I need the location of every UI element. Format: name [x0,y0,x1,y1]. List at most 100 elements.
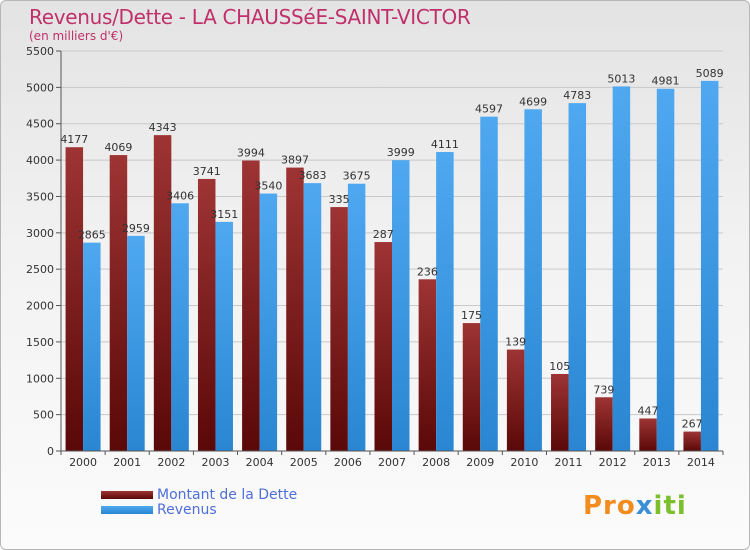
y-tick-label: 1000 [26,372,54,385]
y-tick-label: 5500 [26,45,54,58]
bar-debt [639,418,657,451]
bar-debt [109,155,128,451]
data-label-revenue: 4981 [652,75,680,88]
data-labels: 4177 2865 4069 2959 4343 3406 3741 3151 3994 3540… [60,67,723,431]
bar-debt [197,178,216,451]
proxiti-logo: Proxiti [583,491,687,521]
data-label-revenue: 4111 [431,138,459,151]
bar-revenue [480,116,498,451]
bar-debt [330,207,348,451]
bar-debt [242,160,260,451]
data-label-debt: 236 [417,265,438,278]
bar-debt [595,397,613,451]
data-label-debt: 4177 [60,133,88,146]
axes: 0 500 1000 1500 2000 2500 3000 3500 4000 4500 5000… [26,45,724,469]
bar-debt [683,431,701,451]
x-tick-label: 2012 [599,456,627,469]
bar-debt [418,279,437,451]
y-tick-label: 500 [33,409,54,422]
data-label-debt: 4069 [104,141,132,154]
data-label-revenue: 4699 [519,95,547,108]
data-label-revenue: 3540 [254,180,282,193]
data-label-debt: 175 [461,309,482,322]
bar-debt [462,323,481,451]
data-label-debt: 447 [638,404,659,417]
y-tick-label: 4500 [26,118,54,131]
data-label-debt: 4343 [149,121,177,134]
y-tick-label: 2500 [26,263,54,276]
bar-revenue [347,183,366,451]
x-tick-label: 2008 [422,456,450,469]
data-label-revenue: 3406 [166,189,194,202]
x-tick-label: 2009 [466,456,494,469]
bar-revenue [524,109,542,451]
bar-revenue [171,203,189,451]
x-tick-label: 2001 [113,456,141,469]
chart-title: Revenus/Dette - LA CHAUSSéE-SAINT-VICTOR [29,5,471,29]
data-label-debt: 335 [329,193,350,206]
data-label-debt: 139 [505,336,526,349]
legend-swatch-revenue [101,505,153,514]
x-tick-label: 2006 [334,456,362,469]
chart-subtitle: (en milliers d'€) [29,29,124,43]
x-tick-label: 2013 [643,456,671,469]
data-label-revenue: 3151 [210,208,238,221]
data-label-revenue: 4597 [475,103,503,116]
data-label-revenue: 3999 [387,146,415,159]
bar-revenue [436,152,454,451]
x-tick-label: 2000 [69,456,97,469]
data-label-debt: 3741 [193,165,221,178]
legend-swatch-debt [101,490,153,499]
y-tick-label: 3000 [26,227,54,240]
legend-item-debt: Montant de la Dette [101,486,298,503]
y-tick-label: 0 [47,445,54,458]
y-tick-label: 3500 [26,190,54,203]
data-label-revenue: 2959 [122,222,150,235]
bar-revenue [83,242,101,451]
bar-debt [506,349,525,451]
bar-revenue [127,235,145,451]
bars [65,80,719,452]
x-tick-label: 2005 [290,456,318,469]
data-label-debt: 3994 [237,147,265,160]
bar-debt [551,373,569,451]
y-tick-label: 4000 [26,154,54,167]
bar-debt [286,167,304,451]
data-label-revenue: 5013 [607,72,635,85]
y-tick-label: 2000 [26,300,54,313]
y-tick-label: 5000 [26,81,54,94]
bar-revenue [215,221,233,451]
data-label-debt: 287 [373,228,394,241]
data-label-revenue: 4783 [563,89,591,102]
x-tick-label: 2014 [687,456,715,469]
data-label-debt: 105 [549,360,570,373]
data-label-debt: 3897 [281,154,309,167]
bar-debt [153,135,172,452]
bar-revenue [656,88,675,451]
x-tick-label: 2011 [555,456,583,469]
y-tick-label: 1500 [26,336,54,349]
bar-revenue [612,86,631,451]
legend-label-revenue: Revenus [157,501,217,518]
x-tick-label: 2002 [157,456,185,469]
legend-item-revenue: Revenus [101,501,297,518]
data-label-revenue: 3675 [343,170,371,183]
bar-revenue [700,80,719,452]
bar-revenue [259,193,278,451]
x-tick-label: 2010 [510,456,538,469]
x-tick-label: 2003 [201,456,229,469]
x-tick-label: 2004 [246,456,274,469]
data-label-debt: 267 [682,418,703,431]
bar-revenue [392,160,410,451]
legend: Montant de la Dette Revenus [101,486,298,518]
legend-label-debt: Montant de la Dette [157,486,298,503]
bar-revenue [568,103,587,452]
bar-debt [374,242,392,451]
bar-revenue [303,183,322,452]
data-label-revenue: 2865 [78,229,106,242]
bar-debt [65,147,84,451]
data-label-revenue: 3683 [298,169,326,182]
x-tick-label: 2007 [378,456,406,469]
